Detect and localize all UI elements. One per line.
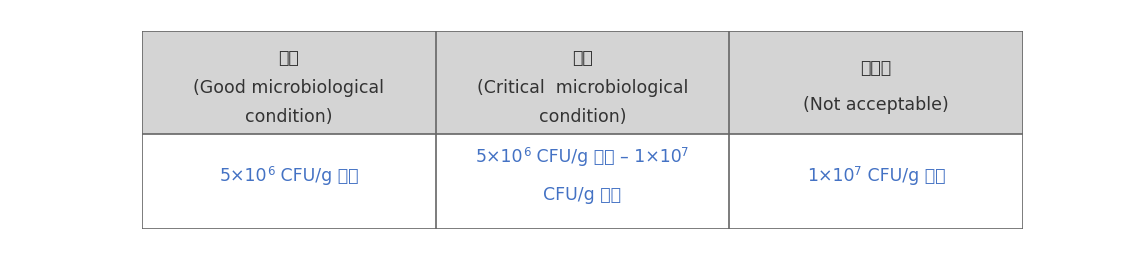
Bar <box>142 31 435 134</box>
Text: 7: 7 <box>854 165 862 178</box>
Text: 5×10: 5×10 <box>219 167 267 185</box>
Text: (Critical  microbiological: (Critical microbiological <box>476 79 688 97</box>
Text: 6: 6 <box>267 165 275 178</box>
Text: (Not acceptable): (Not acceptable) <box>803 96 949 114</box>
Text: CFU/g 미만: CFU/g 미만 <box>275 167 358 185</box>
Text: 7: 7 <box>681 146 689 159</box>
Text: 1×10: 1×10 <box>807 167 854 185</box>
Text: CFU/g 이상 – 1×10: CFU/g 이상 – 1×10 <box>531 148 681 166</box>
Text: 우수: 우수 <box>279 49 299 67</box>
Text: (Good microbiological: (Good microbiological <box>193 79 384 97</box>
Bar <box>435 31 729 134</box>
Text: 5×10: 5×10 <box>475 148 523 166</box>
Text: CFU/g 초과: CFU/g 초과 <box>862 167 945 185</box>
Text: condition): condition) <box>246 108 333 126</box>
Bar <box>729 31 1023 134</box>
Text: 부적합: 부적합 <box>861 59 891 77</box>
Text: 6: 6 <box>523 146 531 159</box>
Text: condition): condition) <box>539 108 626 126</box>
Text: CFU/g 이하: CFU/g 이하 <box>543 186 621 204</box>
Text: 주의: 주의 <box>572 49 592 67</box>
